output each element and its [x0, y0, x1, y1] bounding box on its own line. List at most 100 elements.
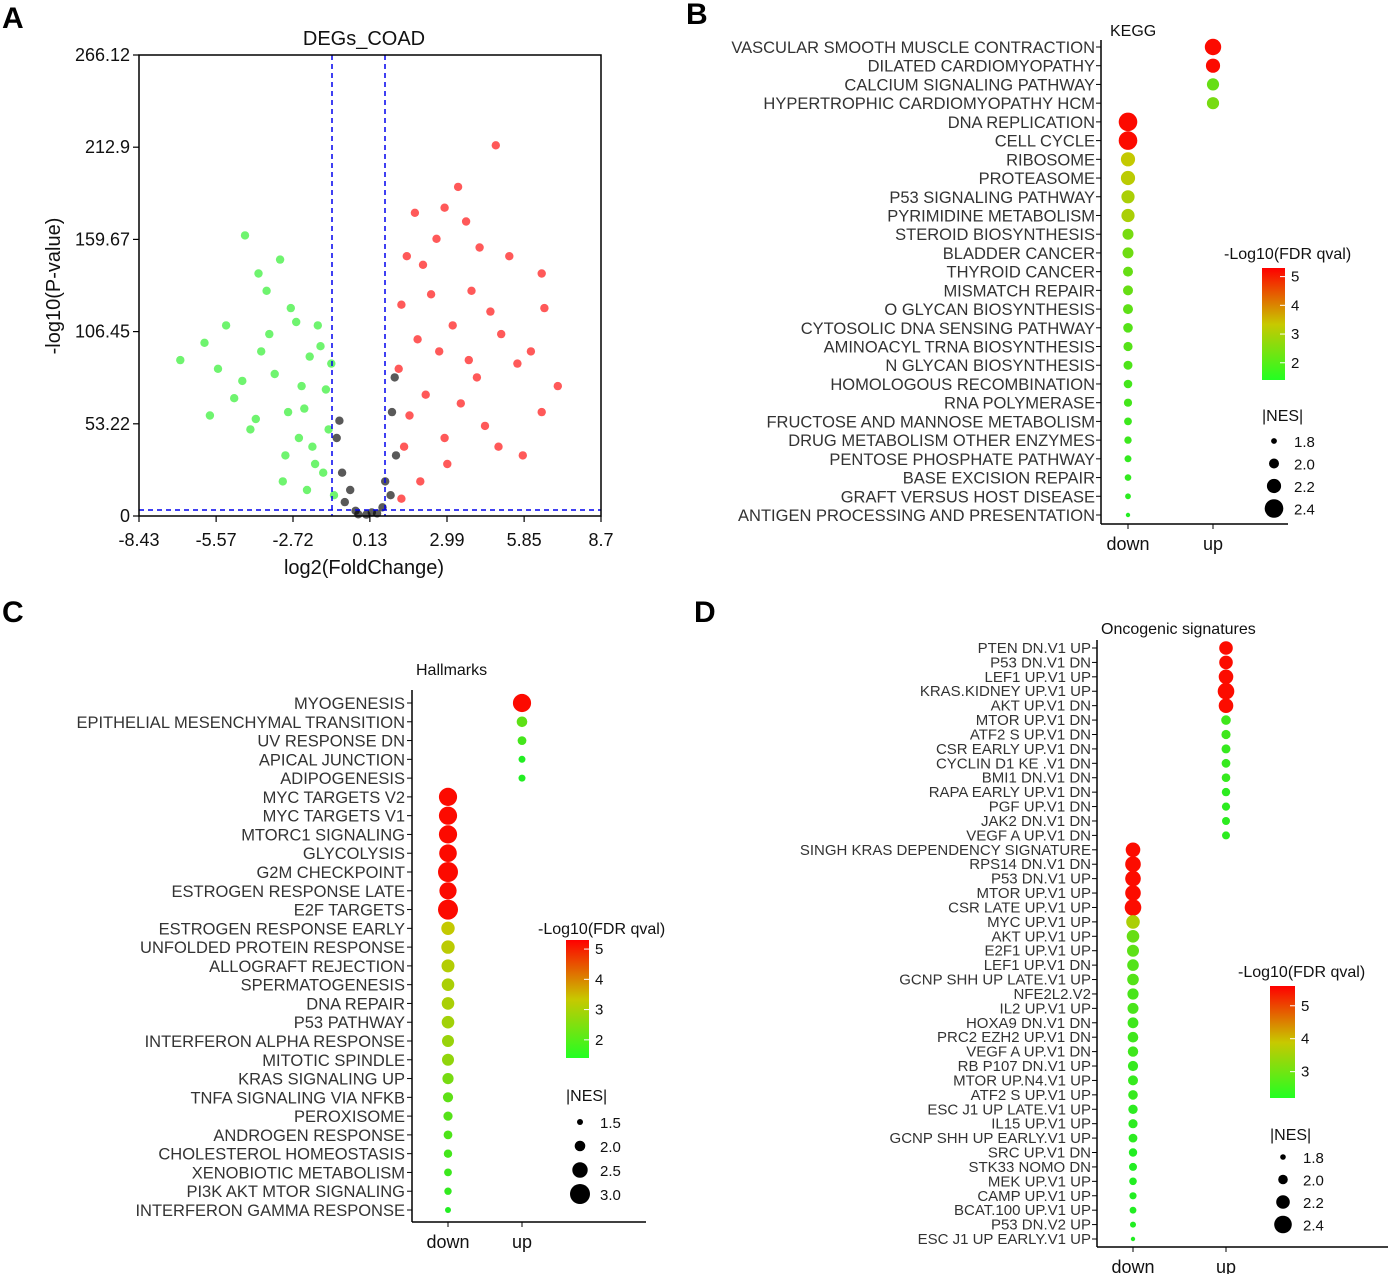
oncogenic-color-legend-bar: [1270, 986, 1295, 1098]
volcano-point-down: [308, 442, 317, 451]
oncogenic-color-legend-title: -Log10(FDR qval): [1238, 964, 1365, 981]
size-legend-dot: [1276, 1195, 1290, 1209]
term-label: APICAL JUNCTION: [259, 751, 405, 769]
term-label: CALCIUM SIGNALING PATHWAY: [844, 76, 1095, 94]
volcano-point-up: [397, 300, 406, 309]
size-legend-label: 1.8: [1294, 434, 1315, 451]
hallmarks-x-categories: down up: [426, 1222, 532, 1252]
volcano-point-down: [240, 231, 250, 240]
term-dot: [444, 1187, 452, 1195]
size-legend-label: 1.5: [600, 1115, 621, 1132]
x-category-label: down: [1111, 1257, 1154, 1274]
kegg-color-legend-bar: [1262, 268, 1285, 380]
term-label: MTOR UP.V1 UP: [977, 885, 1091, 902]
volcano-point-down: [329, 491, 339, 500]
size-legend-label: 2.0: [1303, 1173, 1324, 1190]
term-dot: [1123, 398, 1133, 407]
term-label: INTERFERON ALPHA RESPONSE: [145, 1033, 405, 1051]
term-label: RAPA EARLY UP.V1 DN: [929, 784, 1091, 801]
volcano-point-up: [421, 390, 430, 399]
term-label: VEGF A UP.V1 DN: [966, 1044, 1091, 1061]
term-dot: [1127, 988, 1139, 1000]
term-dot: [445, 1207, 451, 1213]
volcano-point-up: [486, 307, 495, 316]
term-label: MTORC1 SIGNALING: [241, 826, 405, 844]
panel-letter-c: C: [2, 596, 24, 629]
volcano-point-down: [300, 404, 309, 413]
term-dot: [1125, 493, 1131, 500]
term-dot: [517, 736, 527, 745]
volcano-point-down: [324, 425, 333, 434]
oncogenic-size-legend: 1.8 2.0 2.2 2.4: [1274, 1150, 1324, 1235]
volcano-point-down: [281, 451, 290, 460]
panel-letter-b: B: [686, 0, 708, 31]
term-dot: [1123, 304, 1133, 315]
volcano-x-tick-label: -2.72: [272, 530, 313, 550]
term-dot: [443, 1111, 453, 1121]
volcano-point-ns: [335, 416, 344, 425]
volcano-y-tick-label: 106.45: [75, 322, 130, 342]
term-label: GRAFT VERSUS HOST DISEASE: [841, 488, 1095, 506]
term-label: BCAT.100 UP.V1 UP: [954, 1202, 1091, 1219]
hallmarks-size-legend: 1.5 2.0 2.5 3.0: [570, 1115, 621, 1204]
term-dot: [1122, 228, 1134, 240]
x-category-label: down: [1106, 534, 1149, 554]
term-dot: [1221, 802, 1231, 811]
kegg-color-legend-title: -Log10(FDR qval): [1224, 246, 1351, 263]
term-label: PROTEASOME: [979, 170, 1095, 188]
volcano-point-down: [213, 364, 223, 373]
term-label: GCNP SHH UP LATE.V1 UP: [899, 972, 1091, 989]
term-dot: [1127, 1017, 1139, 1029]
kegg-rows: VASCULAR SMOOTH MUSCLE CONTRACTIONDILATE…: [731, 38, 1222, 525]
size-legend-dot: [577, 1119, 583, 1125]
term-dot: [444, 1168, 452, 1177]
term-label: MTOR UP.V1 DN: [976, 712, 1091, 729]
term-label: ADIPOGENESIS: [280, 770, 405, 788]
term-label: MEK UP.V1 UP: [988, 1173, 1091, 1190]
volcano-y-axis-title: -log10(P-value): [43, 218, 65, 355]
term-dot: [1221, 744, 1231, 754]
term-label: TNFA SIGNALING VIA NFKB: [190, 1089, 405, 1107]
term-dot: [1219, 655, 1233, 670]
term-label: DILATED CARDIOMYOPATHY: [868, 58, 1095, 76]
volcano-y-tick-label: 0: [120, 506, 130, 526]
volcano-y-ticks: 0 53.22 106.45 159.67 212.9 266.12: [75, 45, 139, 526]
oncogenic-title: Oncogenic signatures: [1101, 621, 1256, 638]
color-legend-tick-label: 5: [595, 941, 603, 958]
volcano-point-down: [283, 407, 293, 417]
term-dot: [1118, 112, 1138, 132]
term-dot: [1123, 360, 1133, 370]
hallmarks-color-legend-bar: [566, 940, 589, 1058]
term-dot: [1123, 285, 1133, 296]
term-label: STEROID BIOSYNTHESIS: [895, 226, 1095, 244]
term-dot: [442, 1053, 454, 1066]
hallmarks-size-legend-title: |NES|: [566, 1088, 607, 1105]
term-label: P53 PATHWAY: [294, 1014, 405, 1032]
term-label: KRAS SIGNALING UP: [238, 1071, 405, 1089]
term-label: PI3K AKT MTOR SIGNALING: [186, 1183, 405, 1201]
oncogenic-size-legend-title: |NES|: [1270, 1127, 1311, 1144]
term-label: UNFOLDED PROTEIN RESPONSE: [140, 939, 405, 957]
volcano-point-up: [480, 421, 490, 431]
term-label: DNA REPAIR: [306, 995, 405, 1013]
volcano-x-tick-label: -5.57: [196, 530, 237, 550]
color-legend-tick-label: 2: [1291, 355, 1299, 372]
term-label: ALLOGRAFT REJECTION: [209, 958, 405, 976]
term-label: MTOR UP.N4.V1 UP: [953, 1072, 1091, 1089]
size-legend-label: 2.4: [1294, 502, 1315, 519]
volcano-point-up: [456, 399, 465, 408]
volcano-point-up: [491, 141, 500, 150]
volcano-point-down: [221, 321, 231, 330]
term-dot: [1204, 38, 1222, 56]
hallmarks-color-legend-ticks: 5 4 3 2: [584, 941, 603, 1049]
volcano-point-down: [265, 329, 274, 339]
term-dot: [512, 693, 532, 713]
term-dot: [1221, 758, 1231, 768]
term-label: DRUG METABOLISM OTHER ENZYMES: [788, 432, 1095, 450]
term-dot: [1121, 208, 1135, 223]
term-dot: [1130, 1221, 1136, 1228]
term-label: PGF UP.V1 DN: [989, 799, 1091, 816]
term-label: CELL CYCLE: [995, 133, 1095, 151]
term-label: BMI1 DN.V1 DN: [982, 770, 1091, 787]
volcano-point-down: [205, 411, 215, 420]
